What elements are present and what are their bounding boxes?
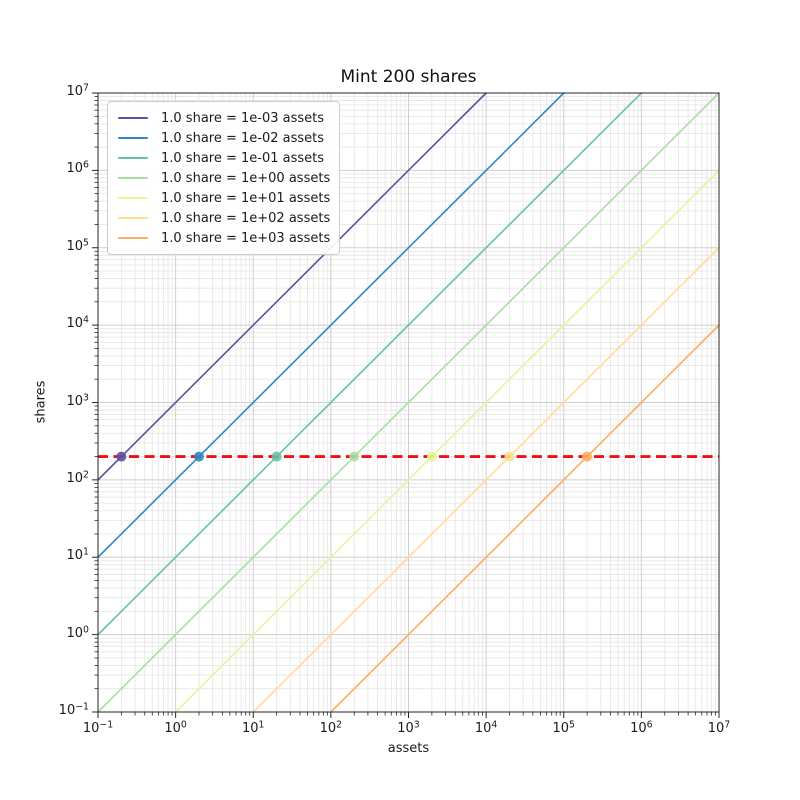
legend-item-label: 1.0 share = 1e-03 assets [161, 110, 325, 126]
intersection-marker [271, 451, 282, 462]
y-tick-label: 100 [66, 623, 90, 641]
series-line [252, 246, 720, 713]
x-tick-label: 106 [630, 719, 653, 736]
x-tick-label: 105 [552, 719, 576, 736]
y-tick-label: 103 [66, 391, 90, 409]
series-line [174, 169, 720, 713]
legend-item-label: 1.0 share = 1e+03 assets [161, 230, 331, 246]
y-tick-label: 105 [66, 237, 90, 254]
legend-line-sample [118, 217, 148, 219]
legend-item: 1.0 share = 1e-02 assets [118, 128, 333, 148]
legend-item-label: 1.0 share = 1e+00 assets [161, 170, 331, 186]
x-tick-label: 107 [707, 719, 731, 736]
x-tick-label: 103 [397, 719, 420, 736]
legend-item: 1.0 share = 1e+03 assets [118, 228, 333, 248]
series-line [97, 92, 487, 481]
y-tick-label: 101 [66, 546, 90, 564]
legend-line-sample [118, 157, 148, 159]
intersection-marker [504, 451, 515, 462]
series-line [97, 92, 643, 636]
legend-item-label: 1.0 share = 1e-01 assets [161, 150, 325, 166]
y-tick-label: 10−1 [58, 701, 89, 718]
intersection-marker [426, 451, 437, 462]
legend-item: 1.0 share = 1e-01 assets [118, 148, 333, 168]
legend-line-sample [118, 197, 148, 199]
x-tick-label: 104 [474, 719, 498, 736]
series-line [330, 324, 720, 713]
legend-item: 1.0 share = 1e+02 assets [118, 208, 333, 228]
legend-item: 1.0 share = 1e+01 assets [118, 188, 333, 208]
intersection-marker [349, 451, 360, 462]
y-tick-label: 107 [66, 82, 90, 99]
legend: 1.0 share = 1e-03 assets 1.0 share = 1e-0… [107, 101, 340, 255]
y-tick-label: 102 [66, 469, 90, 486]
x-tick-label: 10−1 [82, 719, 114, 736]
x-tick-label: 100 [164, 719, 187, 736]
legend-item-label: 1.0 share = 1e+02 assets [161, 210, 331, 226]
legend-line-sample [118, 117, 148, 119]
legend-item-label: 1.0 share = 1e+01 assets [161, 190, 331, 206]
y-tick-label: 106 [66, 159, 90, 177]
series-line [97, 92, 565, 559]
legend-item: 1.0 share = 1e+00 assets [118, 168, 333, 188]
y-tick-label: 104 [66, 314, 90, 332]
chart-title: Mint 200 shares [340, 67, 477, 87]
intersection-marker [193, 451, 204, 462]
intersection-marker [116, 451, 127, 462]
x-axis-label: assets [387, 741, 430, 756]
series-line [97, 92, 720, 713]
x-tick-label: 101 [242, 719, 265, 736]
intersection-marker [582, 451, 593, 462]
x-tick-label: 102 [319, 719, 343, 736]
legend-line-sample [118, 237, 148, 239]
legend-line-sample [118, 137, 148, 139]
legend-item: 1.0 share = 1e-03 assets [118, 108, 333, 128]
legend-line-sample [118, 177, 148, 179]
legend-item-label: 1.0 share = 1e-02 assets [161, 130, 325, 146]
